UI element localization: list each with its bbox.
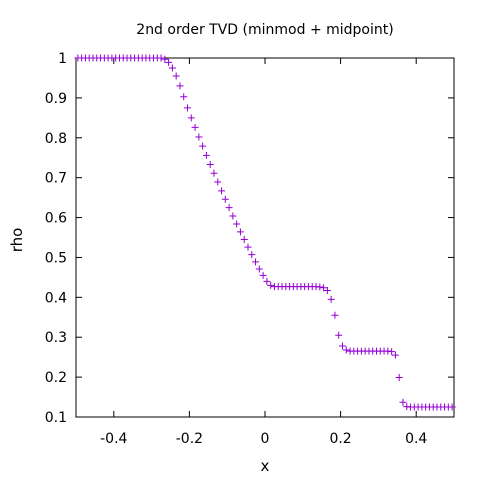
data-point (172, 72, 180, 80)
data-point (259, 271, 267, 279)
data-point (229, 212, 237, 220)
data-point (210, 169, 218, 177)
data-point (248, 251, 256, 259)
data-point (327, 295, 335, 303)
data-point (161, 55, 169, 63)
y-tick-label: 1 (58, 51, 67, 67)
data-point (338, 342, 346, 350)
data-point (206, 161, 214, 169)
data-point (255, 265, 263, 273)
data-point (165, 58, 173, 66)
plot-frame (75, 57, 455, 418)
x-tick-label: 0.2 (329, 431, 351, 447)
x-tick-label: 0.4 (405, 431, 427, 447)
data-point (331, 311, 339, 319)
data-point (395, 374, 403, 382)
data-point (225, 204, 233, 212)
y-tick-label: 0.5 (45, 250, 67, 266)
data-point (202, 151, 210, 159)
y-tick-label: 0.4 (45, 290, 67, 306)
data-points (74, 54, 456, 411)
y-axis-label: rho (8, 228, 26, 253)
data-point (187, 114, 195, 122)
y-axis: 0.1 0.2 0.3 0.4 0.5 0.6 0.7 0.8 0.9 1 (45, 51, 454, 426)
data-point (267, 281, 275, 289)
data-point (176, 82, 184, 90)
x-tick-label: -0.2 (176, 431, 203, 447)
data-point (244, 243, 252, 251)
x-axis: -0.4 -0.2 0 0.2 0.4 (100, 58, 427, 447)
data-point (252, 258, 260, 266)
data-point (191, 123, 199, 131)
data-point (233, 220, 241, 228)
data-point (320, 284, 328, 292)
x-axis-label: x (261, 457, 270, 475)
data-point (221, 195, 229, 203)
data-point (180, 93, 188, 101)
y-tick-label: 0.2 (45, 370, 67, 386)
data-point (157, 54, 165, 62)
data-point (263, 277, 271, 285)
y-tick-label: 0.1 (45, 410, 67, 426)
y-tick-label: 0.8 (45, 131, 67, 147)
y-tick-label: 0.9 (45, 91, 67, 107)
data-point (240, 235, 248, 243)
data-point (236, 228, 244, 236)
data-point (195, 133, 203, 141)
data-point (391, 351, 399, 359)
x-tick-label: 0 (261, 431, 270, 447)
data-point (316, 283, 324, 291)
data-point (388, 348, 396, 356)
data-point (342, 346, 350, 354)
data-point (214, 178, 222, 186)
data-point (335, 331, 343, 339)
data-point (218, 187, 226, 195)
data-point (323, 287, 331, 295)
y-tick-label: 0.3 (45, 330, 67, 346)
data-point (399, 398, 407, 406)
data-point (168, 64, 176, 72)
data-point (448, 403, 456, 411)
x-tick-label: -0.4 (100, 431, 127, 447)
chart-title: 2nd order TVD (minmod + midpoint) (136, 22, 393, 38)
y-tick-label: 0.7 (45, 171, 67, 187)
y-tick-label: 0.6 (45, 211, 67, 227)
data-point (199, 142, 207, 150)
data-point (184, 104, 192, 112)
